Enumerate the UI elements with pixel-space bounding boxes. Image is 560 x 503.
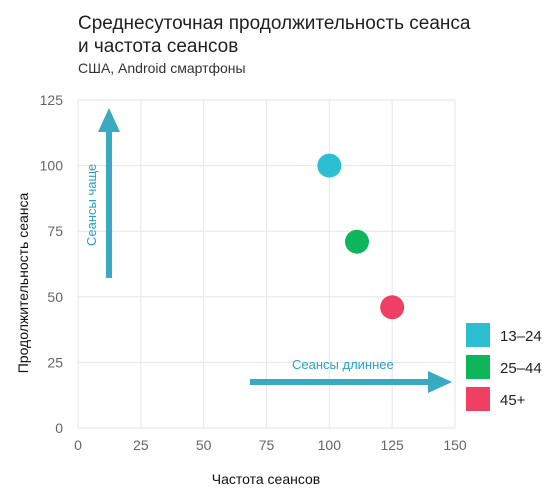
chart-subtitle: США, Android смартфоны [78, 60, 246, 76]
data-points [317, 153, 405, 320]
x-tick-label: 100 [318, 437, 342, 453]
y-tick-label: 75 [47, 223, 63, 239]
legend-swatch [466, 355, 490, 379]
y-tick-label: 50 [47, 289, 63, 305]
horizontal-arrow-head [428, 371, 452, 393]
y-tick-label: 0 [55, 420, 63, 436]
chart-title-line2: и частота сеансов [78, 36, 239, 57]
legend-label: 13–24 [500, 328, 542, 345]
y-tick-labels: 0 25 50 75 100 125 [40, 92, 64, 436]
data-point [344, 229, 369, 254]
legend-label: 45+ [500, 392, 526, 409]
legend: 13–24 25–44 45+ [466, 323, 542, 411]
vertical-arrow-label: Сеансы чаще [84, 164, 99, 246]
legend-label: 25–44 [500, 360, 542, 377]
grid [77, 99, 456, 429]
legend-swatch [466, 323, 490, 347]
x-tick-label: 125 [380, 437, 404, 453]
horizontal-arrow-label: Сеансы длиннее [292, 357, 394, 372]
y-tick-label: 100 [40, 158, 64, 174]
x-tick-label: 0 [74, 437, 82, 453]
vertical-arrow [98, 108, 120, 278]
x-tick-label: 75 [259, 437, 275, 453]
x-tick-label: 25 [133, 437, 149, 453]
y-tick-label: 25 [47, 354, 63, 370]
x-tick-label: 50 [196, 437, 212, 453]
vertical-arrow-head [98, 108, 120, 132]
chart-title: Среднесуточная продолжительность сеанса … [78, 12, 498, 58]
data-point [380, 295, 405, 320]
legend-swatch [466, 387, 490, 411]
horizontal-arrow [250, 371, 452, 393]
y-tick-label: 125 [40, 92, 64, 108]
x-axis-label: Частота сеансов [212, 471, 320, 487]
x-tick-label: 150 [443, 437, 467, 453]
data-point [317, 153, 342, 178]
x-tick-labels: 0 25 50 75 100 125 150 [74, 437, 467, 453]
y-axis-label: Продолжительность сеанса [15, 193, 31, 374]
chart-title-line1: Среднесуточная продолжительность сеанса [78, 13, 471, 34]
